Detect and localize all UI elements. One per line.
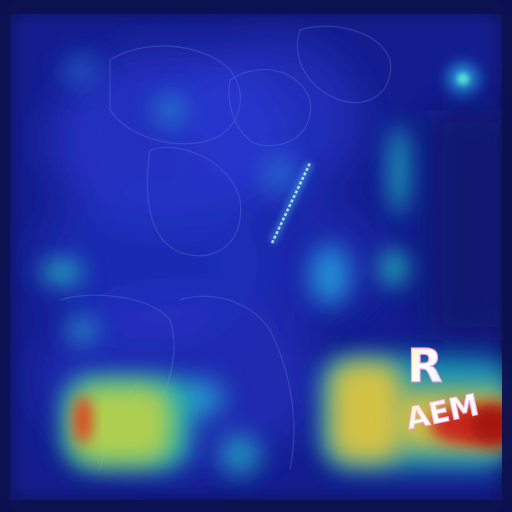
heat-hot-right — [320, 355, 512, 470]
implant-line — [268, 161, 314, 245]
heat-cyan-regions — [42, 54, 410, 475]
side-marker: R — [407, 338, 444, 393]
heat-hot-left — [62, 375, 192, 470]
side-marker-letter: R — [407, 339, 442, 393]
heat-spot-top-right — [447, 63, 479, 95]
